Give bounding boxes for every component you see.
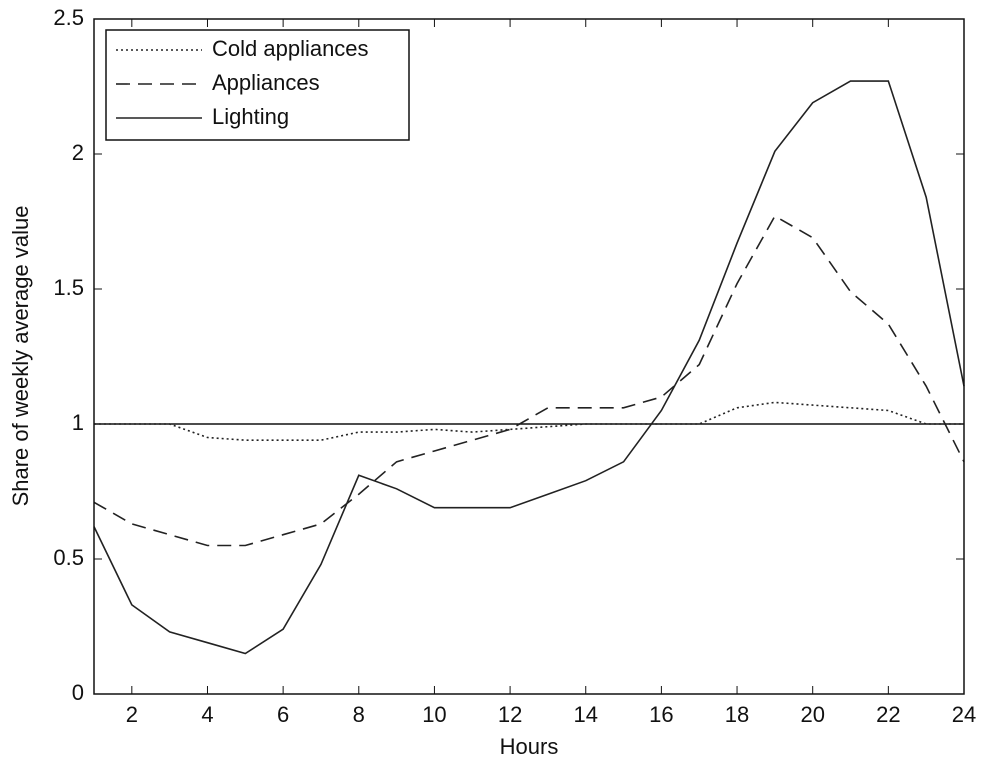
x-tick-label: 8 [353, 702, 365, 727]
x-tick-label: 2 [126, 702, 138, 727]
y-tick-label: 1.5 [53, 275, 84, 300]
y-tick-label: 1 [72, 410, 84, 435]
x-tick-label: 24 [952, 702, 976, 727]
x-tick-label: 18 [725, 702, 749, 727]
y-tick-label: 2 [72, 140, 84, 165]
legend-label: Lighting [212, 104, 289, 129]
y-tick-label: 0.5 [53, 545, 84, 570]
x-tick-label: 22 [876, 702, 900, 727]
legend-label: Cold appliances [212, 36, 369, 61]
series-line [93, 80, 965, 655]
x-tick-label: 6 [277, 702, 289, 727]
series-line [94, 401, 964, 441]
x-tick-label: 4 [201, 702, 213, 727]
y-tick-label: 0 [72, 680, 84, 705]
y-tick-label: 2.5 [53, 5, 84, 30]
x-tick-label: 12 [498, 702, 522, 727]
x-axis-label: Hours [500, 734, 559, 759]
x-tick-label: 10 [422, 702, 446, 727]
legend-box [105, 29, 410, 141]
series-line [93, 215, 965, 547]
legend-label: Appliances [212, 70, 320, 95]
x-tick-label: 20 [800, 702, 824, 727]
plot-frame [93, 18, 965, 695]
y-axis-label: Share of weekly average value [8, 206, 33, 507]
x-tick-label: 16 [649, 702, 673, 727]
x-tick-label: 14 [573, 702, 597, 727]
